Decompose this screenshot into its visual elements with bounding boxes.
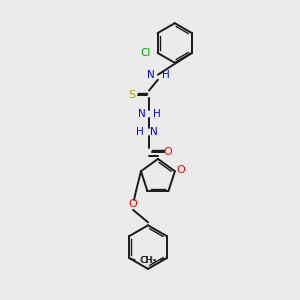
Text: CH₃: CH₃ (140, 256, 157, 266)
Text: N: N (150, 127, 158, 137)
Text: O: O (164, 147, 172, 157)
Text: H: H (162, 70, 169, 80)
Text: H: H (153, 109, 161, 119)
Text: H: H (136, 127, 144, 137)
Text: N: N (147, 70, 155, 80)
Text: O: O (129, 199, 137, 209)
Text: CH₃: CH₃ (140, 256, 156, 266)
Text: S: S (129, 89, 136, 100)
Text: N: N (138, 109, 146, 119)
Text: Cl: Cl (140, 48, 151, 58)
Text: O: O (176, 165, 185, 175)
